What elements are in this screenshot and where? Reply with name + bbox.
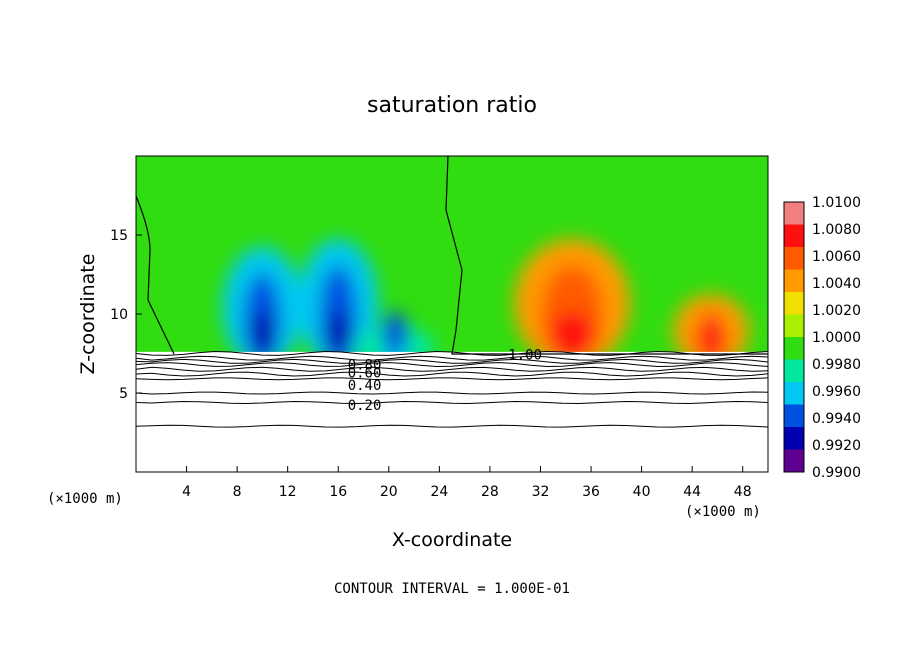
x-tick-label: 44: [683, 484, 701, 500]
colorbar-label: 0.9920: [812, 438, 861, 454]
colorbar-label: 1.0000: [812, 330, 861, 346]
contour-1.00-right: [445, 156, 768, 355]
x-tick-label: 28: [481, 484, 499, 500]
contour-line: [136, 362, 768, 368]
colorbar-label: 0.9980: [812, 357, 861, 373]
colorbar-swatch: [784, 337, 804, 360]
x-tick-label: 8: [233, 484, 242, 500]
contour-labels: 1.00 0.800.600.40 0.20: [348, 347, 542, 414]
subsaturated-core: [249, 311, 276, 356]
saturation-field: [136, 156, 768, 472]
x-unit-left: (×1000 m): [47, 491, 123, 507]
x-axis-label: X-coordinate: [392, 529, 512, 551]
colorbar-label: 1.0060: [812, 249, 861, 265]
colorbar-swatch: [784, 224, 804, 248]
colorbar-swatch: [784, 427, 804, 450]
contour-line: [136, 355, 768, 361]
contour-line: [136, 358, 768, 364]
y-tick-label: 10: [110, 307, 128, 323]
colorbar-label: 1.0040: [812, 276, 861, 292]
contour-line: [136, 377, 768, 381]
contour-label: 0.80: [348, 358, 382, 374]
x-tick-label: 32: [532, 484, 550, 500]
colorbar: 1.0100 1.0080 1.0060 1.0040 1.0020 1.0000 0.99…: [783, 195, 861, 481]
colorbar-label: 1.0080: [812, 222, 861, 238]
subsaturated-core: [382, 311, 409, 356]
ground: [136, 351, 768, 472]
colorbar-swatch: [784, 449, 804, 473]
colorbar-frame: [783, 201, 805, 473]
contour-label: 0.20: [348, 398, 382, 414]
contour-line: [136, 366, 768, 372]
y-axis: 5 10 15: [110, 228, 142, 402]
x-tick-label: 48: [734, 484, 752, 500]
colorbar-swatch: [784, 382, 804, 405]
contour-line: [136, 400, 768, 405]
x-tick-label: 12: [279, 484, 297, 500]
contour-label: 1.00: [508, 347, 542, 363]
y-axis-label: Z-coordinate: [77, 254, 99, 375]
colorbar-swatch: [784, 269, 804, 293]
x-tick-label: 4: [182, 484, 191, 500]
supersaturated-core: [699, 311, 724, 356]
x-tick-label: 36: [582, 484, 600, 500]
x-axis: 4 8 12 16 20 24 28 32 36 40 44 48: [182, 466, 752, 500]
colorbar-label: 1.0020: [812, 303, 861, 319]
contour-line: [136, 391, 768, 395]
x-tick-label: 20: [380, 484, 398, 500]
x-unit-right: (×1000 m): [685, 504, 761, 520]
contour-lines: [136, 156, 768, 428]
colorbar-label: 0.9900: [812, 465, 861, 481]
colorbar-label: 1.0100: [812, 195, 861, 211]
contour-label: 0.60: [348, 365, 382, 381]
colorbar-swatch: [784, 247, 804, 270]
supersaturated-core: [550, 311, 595, 356]
colorbar-swatch: [784, 359, 804, 383]
contour-line: [136, 350, 768, 356]
x-tick-label: 24: [430, 484, 448, 500]
colorbar-swatch: [784, 404, 804, 428]
contour-line: [136, 424, 768, 428]
contour-interval-footer: CONTOUR INTERVAL = 1.000E-01: [334, 581, 570, 597]
contour-line: [136, 371, 768, 377]
colorbar-swatch: [784, 292, 804, 315]
contour-label: 0.40: [348, 378, 382, 394]
plot-area: 1.000.800.600.400.20 4 8 12 16 20 24 28 32 36 40 4…: [110, 155, 769, 500]
x-tick-label: 16: [329, 484, 347, 500]
colorbar-swatch: [784, 202, 804, 225]
subsaturated-core: [325, 311, 352, 356]
chart-title: saturation ratio: [367, 93, 537, 118]
y-tick-label: 15: [110, 228, 128, 244]
colorbar-label: 0.9960: [812, 384, 861, 400]
y-tick-label: 5: [119, 386, 128, 402]
x-tick-label: 40: [633, 484, 651, 500]
contour-1.00-left: [136, 195, 175, 355]
colorbar-swatch: [784, 314, 804, 338]
colorbar-label: 0.9940: [812, 411, 861, 427]
